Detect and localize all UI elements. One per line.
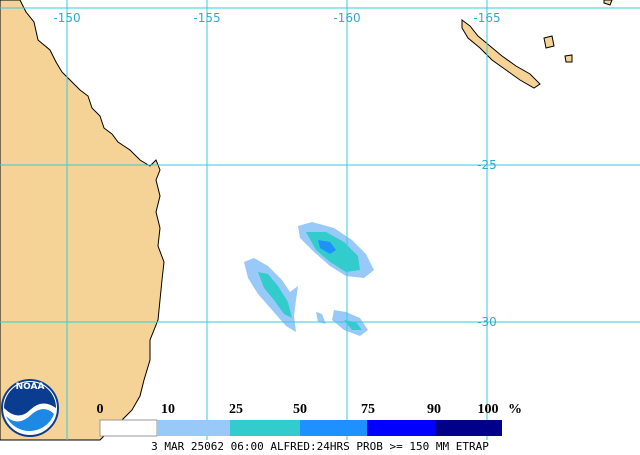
lon-label: -155 [193, 11, 220, 25]
prob-area [318, 240, 336, 254]
lon-label: -165 [473, 11, 500, 25]
legend-label: 90 [427, 402, 441, 417]
legend-swatch [230, 420, 300, 436]
lon-label: -160 [333, 11, 360, 25]
legend-label: 100 [478, 402, 499, 417]
land-island [543, 35, 555, 49]
legend-swatch [300, 420, 367, 436]
legend-swatch [157, 420, 230, 436]
legend-label: 50 [293, 402, 307, 417]
logo-text: NOAA [16, 382, 45, 392]
legend-swatch [99, 419, 158, 437]
noaa-logo: NOAA [1, 379, 59, 437]
land-island [564, 54, 573, 63]
legend-label: 25 [229, 402, 243, 417]
prob-area [316, 312, 326, 324]
prob-area [258, 272, 292, 318]
legend-swatch [367, 420, 435, 436]
caption: 3 MAR 25062 06:00 ALFRED:24HRS PROB >= 1… [151, 440, 489, 453]
land-new-caledonia [461, 19, 541, 89]
logo-top [4, 382, 56, 416]
lon-label: -150 [53, 11, 80, 25]
lat-label: -25 [477, 158, 497, 172]
logo-bottom [6, 409, 54, 432]
legend-unit: % [508, 402, 522, 417]
land-island [603, 0, 613, 6]
lat-label: -30 [477, 315, 497, 329]
legend-label: 10 [161, 402, 175, 417]
legend-label: 75 [361, 402, 375, 417]
legend-label: 0 [97, 402, 104, 417]
legend-swatch [435, 420, 502, 436]
